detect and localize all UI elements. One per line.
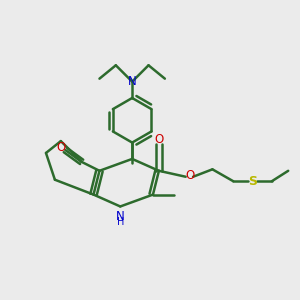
Text: H: H <box>117 217 124 227</box>
Text: S: S <box>248 175 257 188</box>
Text: N: N <box>128 75 136 88</box>
Text: O: O <box>56 140 65 154</box>
Text: N: N <box>116 210 125 224</box>
Text: O: O <box>154 133 164 146</box>
Text: O: O <box>185 169 195 182</box>
